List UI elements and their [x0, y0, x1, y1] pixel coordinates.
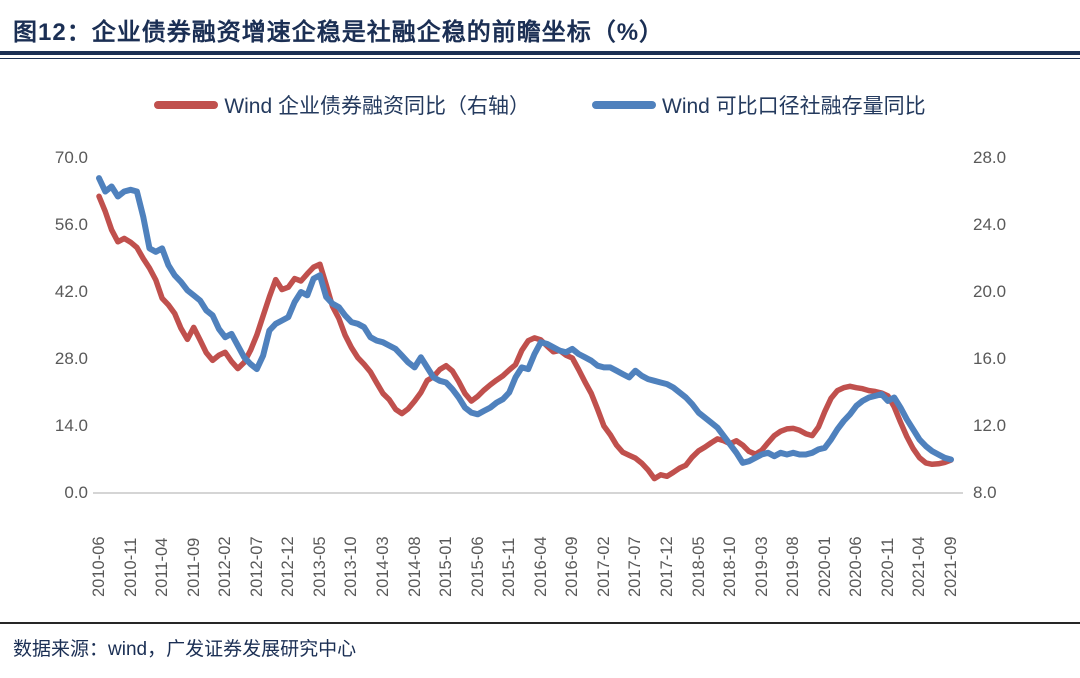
x-axis-tick: 2013-10 — [342, 536, 361, 597]
x-axis-tick: 2019-03 — [752, 536, 771, 597]
left-axis-tick: 42.0 — [54, 282, 88, 301]
figure-title: 图12：企业债券融资增速企稳是社融企稳的前瞻坐标（%） — [13, 19, 665, 46]
right-axis-tick: 8.0 — [973, 483, 997, 502]
left-axis-tick: 28.0 — [54, 349, 88, 368]
x-axis-tick: 2014-08 — [405, 536, 424, 597]
x-axis-tick: 2012-07 — [247, 536, 266, 597]
x-axis-tick: 2020-01 — [815, 536, 834, 597]
tsf-stock-yoy-line — [96, 175, 954, 466]
line-chart — [93, 175, 963, 494]
source-note: 数据来源：wind，广发证券发展研究中心 — [13, 639, 357, 660]
x-axis-tick: 2021-09 — [942, 536, 960, 597]
left-axis-tick: 14.0 — [54, 416, 88, 435]
x-axis-tick: 2021-04 — [910, 536, 929, 597]
title-rule-thin — [0, 58, 1080, 59]
right-axis-tick: 24.0 — [973, 215, 1007, 234]
x-axis-tick: 2011-04 — [153, 537, 172, 597]
left-axis-tick: 0.0 — [64, 483, 88, 502]
left-axis-tick: 70.0 — [54, 148, 88, 167]
x-axis-tick: 2011-09 — [184, 537, 203, 597]
right-axis-tick: 28.0 — [973, 148, 1007, 167]
title-rule-thick — [0, 51, 1080, 55]
x-axis-tick: 2020-11 — [878, 537, 897, 597]
chart-legend: Wind 企业债券融资同比（右轴） Wind 可比口径社融存量同比 — [0, 90, 1080, 120]
x-axis-tick: 2010-11 — [121, 537, 140, 597]
x-axis-tick: 2019-08 — [784, 536, 803, 597]
bond-financing-yoy-line — [96, 193, 954, 482]
x-axis-tick: 2018-05 — [689, 536, 708, 597]
legend-label-bond-financing: Wind 企业债券融资同比（右轴） — [224, 95, 530, 118]
x-axis-tick: 2012-02 — [216, 536, 235, 597]
x-axis-tick: 2014-03 — [374, 536, 392, 597]
x-axis-tick: 2018-10 — [721, 536, 740, 597]
x-axis-tick: 2016-09 — [563, 536, 582, 597]
right-axis-tick: 16.0 — [973, 349, 1007, 368]
x-axis-tick: 2016-04 — [531, 536, 550, 597]
x-axis-tick: 2015-11 — [500, 537, 519, 597]
x-axis-tick: 2017-07 — [626, 536, 645, 597]
x-axis-tick: 2020-06 — [847, 536, 866, 597]
source-rule — [0, 622, 1080, 624]
x-axis-tick: 2017-02 — [594, 536, 613, 597]
right-axis-tick: 20.0 — [973, 282, 1007, 301]
x-axis-tick: 2010-06 — [90, 536, 108, 597]
blue-line-swatch — [592, 101, 656, 109]
left-axis-tick: 56.0 — [54, 215, 88, 234]
x-axis-tick: 2015-01 — [437, 536, 456, 597]
legend-item-tsf-stock: Wind 可比口径社融存量同比 — [592, 90, 926, 120]
legend-label-tsf-stock: Wind 可比口径社融存量同比 — [662, 95, 926, 118]
x-axis-tick: 2013-05 — [310, 536, 329, 597]
red-line-swatch — [154, 101, 219, 109]
x-axis-tick: 2017-12 — [658, 536, 676, 597]
x-axis-tick: 2012-12 — [279, 536, 298, 597]
right-axis-tick: 12.0 — [973, 416, 1007, 435]
x-axis-tick: 2015-06 — [468, 536, 487, 597]
legend-item-bond-financing: Wind 企业债券融资同比（右轴） — [154, 90, 530, 120]
